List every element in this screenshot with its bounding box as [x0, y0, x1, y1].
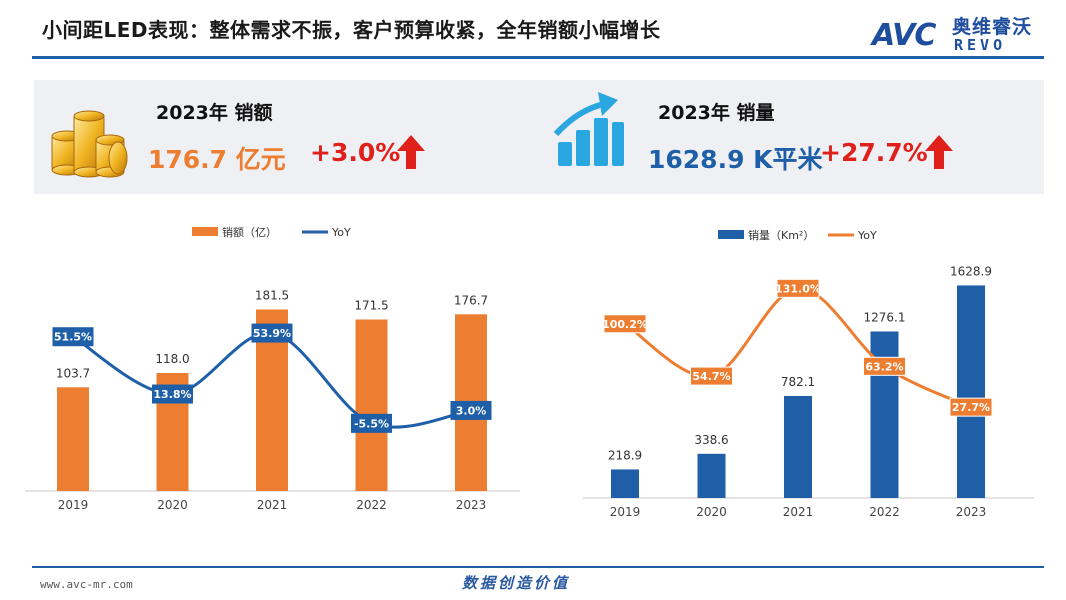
volume-chart: 销量（Km²） YoY 218.9 338.6 782.1 1276.1 1628.9 201…: [583, 228, 1034, 519]
legend-label-line: YoY: [331, 226, 351, 239]
page-title: 小间距LED表现：整体需求不振，客户预算收紧，全年销额小幅增长: [42, 18, 661, 42]
yoy-point-label: 53.9%: [253, 327, 291, 340]
yoy-point-label-box: [52, 327, 94, 347]
bar-value-label: 1628.9: [950, 264, 992, 278]
yoy-point-label-box: [152, 384, 193, 404]
footer-divider: [32, 566, 1044, 568]
x-tick-label: 2023: [956, 505, 987, 519]
x-tick-label: 2023: [456, 498, 487, 512]
kpi-sales-value: 176.7 亿元: [148, 145, 286, 174]
bar-value-label: 782.1: [781, 375, 815, 389]
bar-value-label: 118.0: [155, 352, 189, 366]
bar-value-label: 181.5: [255, 289, 289, 303]
legend-swatch-bar: [718, 230, 744, 239]
legend-label-bar: 销额（亿）: [222, 225, 277, 239]
yoy-point-label-box: [690, 366, 733, 386]
kpi-volume-change: +27.7%: [820, 138, 928, 167]
yoy-point-label-box: [351, 413, 392, 433]
yoy-point-label-box: [603, 314, 647, 334]
yoy-point-label: 131.0%: [775, 282, 821, 295]
yoy-point-label-box: [251, 323, 293, 343]
yoy-point-label: 27.7%: [952, 401, 990, 414]
red-up-arrow-icon: [397, 135, 425, 169]
bar: [355, 319, 388, 491]
x-tick-label: 2020: [696, 505, 727, 519]
legend-label-bar: 销量（Km²）: [748, 228, 814, 242]
kpi-sales-change: +3.0%: [310, 138, 401, 167]
kpi-volume-value: 1628.9 K平米: [648, 145, 823, 174]
sales-chart: 销额（亿） YoY 103.7 118.0 181.5 171.5 176.7 2019 202…: [25, 225, 520, 512]
yoy-point-label: 63.2%: [865, 360, 903, 373]
bar: [611, 469, 639, 498]
yoy-point-label: 3.0%: [456, 404, 487, 417]
x-tick-label: 2020: [157, 498, 188, 512]
bar-value-label: 171.5: [354, 299, 388, 313]
bar: [784, 395, 812, 498]
rising-bars-icon: [553, 92, 624, 166]
bar-value-label: 176.7: [454, 293, 488, 307]
x-tick-label: 2019: [610, 505, 641, 519]
yoy-point-label-box: [863, 356, 906, 376]
x-tick-label: 2019: [58, 498, 89, 512]
footer-slogan: 数据创造价值: [462, 574, 571, 592]
x-tick-label: 2022: [869, 505, 900, 519]
chart-legend: 销额（亿） YoY: [192, 225, 351, 239]
avc-revo-logo: AVC 奥维睿沃 REVO: [872, 12, 1042, 56]
legend-swatch-bar: [192, 227, 218, 236]
kpi-band: [34, 80, 1044, 194]
gold-coins-icon: [51, 110, 128, 178]
yoy-point-label: 51.5%: [54, 331, 92, 344]
bar-value-label: 1276.1: [864, 310, 906, 324]
red-up-arrow-icon: [925, 135, 953, 169]
x-tick-label: 2021: [783, 505, 814, 519]
bar: [957, 285, 985, 498]
x-tick-label: 2022: [356, 498, 387, 512]
yoy-point-label-box: [450, 400, 492, 420]
bar: [57, 387, 89, 491]
logo-en-text: REVO: [954, 36, 1007, 54]
yoy-line: [624, 286, 972, 409]
bar-value-label: 103.7: [56, 366, 90, 380]
x-tick-label: 2021: [257, 498, 288, 512]
kpi-sales-label: 2023年 销额: [156, 102, 273, 124]
logo-mark: AVC: [872, 18, 936, 53]
yoy-point-label-box: [949, 397, 993, 417]
bar-value-label: 338.6: [694, 433, 728, 447]
yoy-point-label: 13.8%: [153, 388, 191, 401]
bar: [697, 453, 726, 498]
bar-value-label: 218.9: [608, 448, 642, 462]
yoy-point-label: -5.5%: [354, 417, 389, 430]
chart-legend: 销量（Km²） YoY: [718, 228, 877, 242]
legend-label-line: YoY: [857, 229, 877, 242]
yoy-point-label: 54.7%: [692, 370, 730, 383]
yoy-point-label-box: [776, 278, 820, 298]
footer-url: www.avc-mr.com: [40, 578, 133, 591]
kpi-volume-label: 2023年 销量: [658, 102, 775, 124]
header-divider: [32, 56, 1044, 59]
logo-cn-text: 奥维睿沃: [952, 16, 1033, 38]
yoy-point-label: 100.2%: [602, 318, 648, 331]
